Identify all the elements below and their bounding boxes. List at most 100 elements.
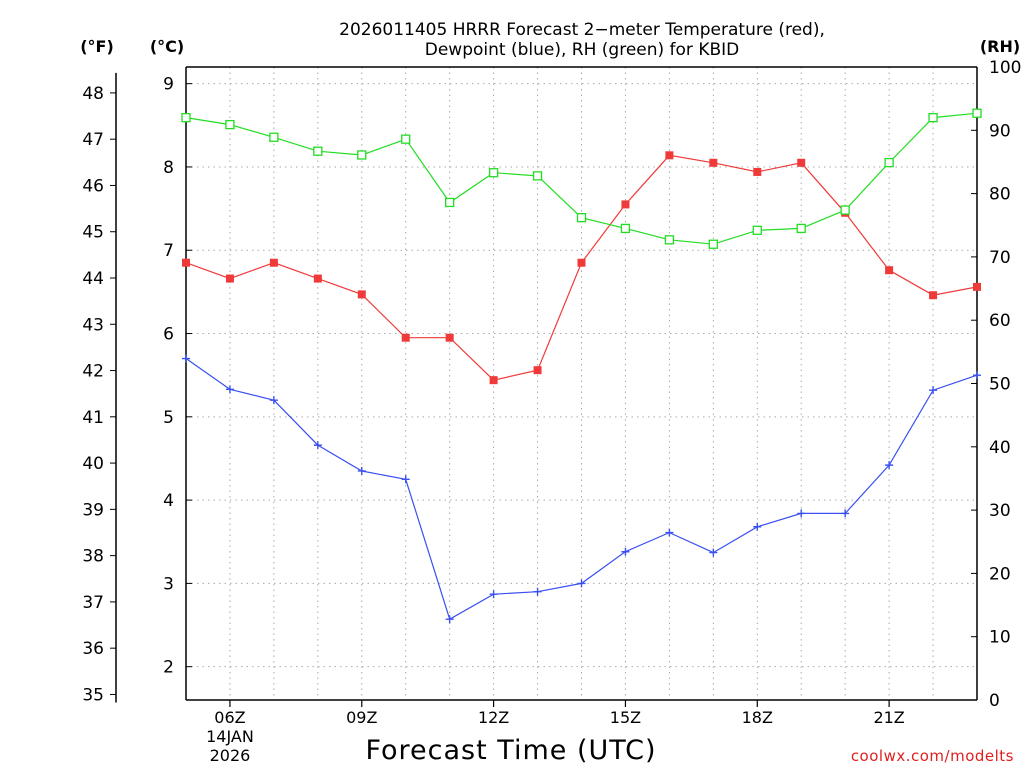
rh-point-14 <box>576 213 587 223</box>
rh-tick-label-20: 20 <box>989 564 1011 584</box>
dewpoint-point-18 <box>753 522 762 531</box>
rh-tick-label-0: 0 <box>989 691 1000 711</box>
f-tick-label-42: 42 <box>82 362 104 382</box>
f-tick-label-45: 45 <box>82 223 104 243</box>
dewpoint-point-5 <box>182 354 190 363</box>
f-tick-label-43: 43 <box>82 315 104 335</box>
dewpoint-point-10 <box>401 475 410 484</box>
c-tick-label-5: 5 <box>163 408 174 428</box>
axes: 2345678935363738394041424344454647480102… <box>82 58 1021 765</box>
temperature-point-7 <box>269 258 278 267</box>
temperature-point-14 <box>577 258 586 267</box>
left-axis-c-label: (°C) <box>150 37 184 56</box>
temperature-point-15 <box>621 200 630 209</box>
dewpoint-point-15 <box>621 547 630 556</box>
temperature-point-23 <box>973 282 981 291</box>
c-tick-label-4: 4 <box>163 491 174 511</box>
f-tick-label-35: 35 <box>82 685 104 705</box>
rh-point-7 <box>269 132 279 142</box>
x-date-line-2: 2026 <box>210 746 251 765</box>
temperature-point-12 <box>489 376 498 385</box>
f-tick-label-44: 44 <box>82 269 104 289</box>
f-tick-label-36: 36 <box>82 639 104 659</box>
c-tick-label-2: 2 <box>163 658 174 678</box>
dewpoint-point-12 <box>489 590 498 599</box>
grid-lines <box>186 67 977 700</box>
credit-text: coolwx.com/modelts <box>851 747 1014 765</box>
dewpoint-point-9 <box>357 466 366 475</box>
rh-point-11 <box>445 197 455 208</box>
rh-point-17 <box>708 239 718 249</box>
c-tick-label-7: 7 <box>163 241 174 261</box>
x-tick-label-15Z: 15Z <box>610 708 641 727</box>
rh-tick-label-90: 90 <box>989 121 1011 141</box>
temperature-point-11 <box>445 333 454 342</box>
rh-tick-label-60: 60 <box>989 311 1011 331</box>
x-tick-label-12Z: 12Z <box>478 708 509 727</box>
dewpoint-point-13 <box>533 587 542 596</box>
x-tick-label-06Z: 06Z <box>214 708 245 727</box>
rh-point-16 <box>664 235 675 245</box>
dewpoint-point-17 <box>709 548 718 557</box>
temperature-point-22 <box>929 291 938 300</box>
f-tick-label-38: 38 <box>82 547 104 567</box>
dewpoint-point-22 <box>929 386 938 395</box>
dewpoint-point-19 <box>797 509 806 518</box>
temperature-point-10 <box>401 333 410 342</box>
data-series <box>181 108 982 624</box>
rh-point-19 <box>796 223 806 234</box>
f-tick-label-39: 39 <box>82 500 104 520</box>
rh-point-21 <box>884 157 894 168</box>
f-tick-label-37: 37 <box>82 593 104 613</box>
x-axis-label: Forecast Time (UTC) <box>365 735 656 766</box>
rh-point-15 <box>620 223 631 234</box>
rh-tick-label-100: 100 <box>989 58 1021 78</box>
rh-point-6 <box>225 119 235 130</box>
rh-point-8 <box>313 146 323 156</box>
c-tick-label-6: 6 <box>163 325 174 345</box>
x-tick-label-18Z: 18Z <box>742 708 773 727</box>
rh-point-20 <box>840 205 850 215</box>
f-tick-label-47: 47 <box>82 130 104 150</box>
dewpoint-point-16 <box>665 528 674 537</box>
dewpoint-point-23 <box>973 371 981 380</box>
dewpoint-point-21 <box>885 461 894 470</box>
temperature-point-5 <box>182 258 190 267</box>
f-tick-label-40: 40 <box>82 454 104 474</box>
dewpoint-point-8 <box>313 441 322 450</box>
rh-point-18 <box>752 225 762 235</box>
x-tick-label-09Z: 09Z <box>346 708 377 727</box>
temperature-point-21 <box>885 266 894 275</box>
f-tick-label-48: 48 <box>82 84 104 104</box>
rh-point-9 <box>357 150 367 160</box>
temperature-point-17 <box>709 158 718 167</box>
rh-point-22 <box>928 112 938 123</box>
chart-title-line-2: Dewpoint (blue), RH (green) for KBID <box>425 40 740 60</box>
rh-tick-label-10: 10 <box>989 628 1011 648</box>
temperature-point-9 <box>357 290 366 299</box>
temperature-point-19 <box>797 158 806 167</box>
rh-tick-label-70: 70 <box>989 248 1011 268</box>
dewpoint-point-11 <box>445 615 454 624</box>
x-tick-label-21Z: 21Z <box>873 708 904 727</box>
dewpoint-point-14 <box>577 579 586 588</box>
c-tick-label-3: 3 <box>163 574 174 594</box>
temperature-point-18 <box>753 167 762 176</box>
rh-tick-label-80: 80 <box>989 185 1011 205</box>
rh-point-12 <box>488 168 499 178</box>
temperature-point-6 <box>225 274 234 283</box>
temperature-point-13 <box>533 366 542 375</box>
x-date-line-1: 14JAN <box>206 727 254 746</box>
rh-point-13 <box>532 171 543 181</box>
dewpoint-point-7 <box>269 396 278 405</box>
rh-line <box>185 112 978 245</box>
f-tick-label-41: 41 <box>82 408 104 428</box>
c-tick-label-8: 8 <box>163 158 174 178</box>
rh-tick-label-40: 40 <box>989 438 1011 458</box>
temperature-point-8 <box>313 274 322 283</box>
c-tick-label-9: 9 <box>163 75 174 95</box>
right-axis-label: (RH) <box>980 37 1020 56</box>
rh-tick-label-30: 30 <box>989 501 1011 521</box>
temperature-point-16 <box>665 151 674 160</box>
